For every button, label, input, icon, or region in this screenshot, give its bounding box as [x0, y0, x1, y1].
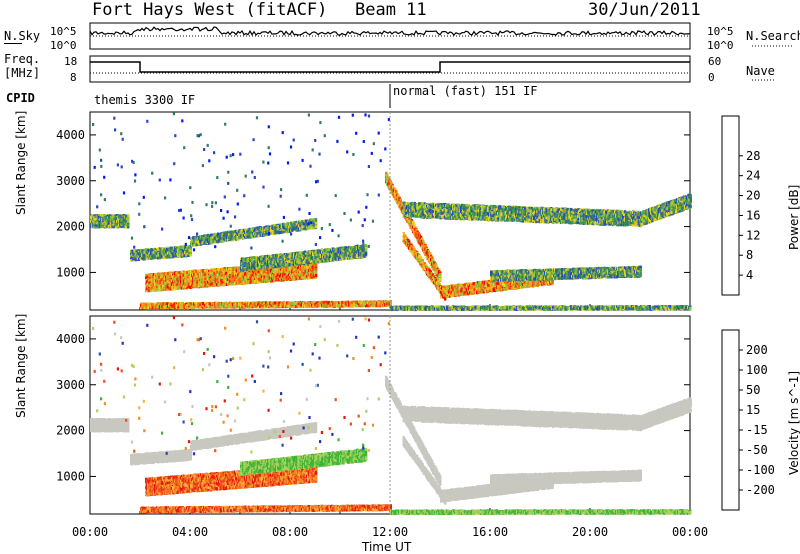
velocity-ytick-label-4000: 4000: [56, 332, 85, 346]
velocity-cb-label-6: -100: [746, 463, 775, 477]
range-time-plot: 4 8 12 16 20 24 28 200 100 50 15 -15 -50 -100 -200 1000…: [0, 0, 800, 554]
velocity-colorbar-frame: [722, 330, 739, 510]
velocity-ytick-label-2000: 2000: [56, 424, 85, 438]
velocity-cb-label-0: 200: [746, 343, 768, 357]
velocity-cb-label-2: 50: [746, 383, 760, 397]
power-colorbar-frame: [722, 116, 739, 295]
freq-trace: [90, 62, 690, 72]
velocity-cb-label-7: -200: [746, 483, 775, 497]
velocity-ytick-label-3000: 3000: [56, 378, 85, 392]
power-cb-label-28: 28: [746, 149, 760, 163]
power-cb-label-8: 8: [746, 248, 753, 262]
power-cb-label-12: 12: [746, 228, 760, 242]
power-ytick-label-4000: 4000: [56, 128, 85, 142]
power-ytick-label-1000: 1000: [56, 265, 85, 279]
velocity-cb-label-5: -50: [746, 443, 768, 457]
xtick-label-5: 20:00: [572, 525, 608, 539]
xtick-label-3: 12:00: [372, 525, 408, 539]
power-cb-label-24: 24: [746, 169, 760, 183]
xtick-label-4: 16:00: [472, 525, 508, 539]
power-cb-label-20: 20: [746, 189, 760, 203]
velocity-cb-label-3: 15: [746, 403, 760, 417]
power-cb-label-4: 4: [746, 268, 753, 282]
velocity-cb-label-1: 100: [746, 363, 768, 377]
noise-trace: [90, 27, 690, 35]
velocity-ytick-label-1000: 1000: [56, 469, 85, 483]
xtick-label-1: 04:00: [172, 525, 208, 539]
freq-panel-frame: [90, 56, 690, 82]
xtick-label-2: 08:00: [272, 525, 308, 539]
power-ytick-label-3000: 3000: [56, 174, 85, 188]
xtick-label-0: 00:00: [72, 525, 108, 539]
power-ytick-label-2000: 2000: [56, 220, 85, 234]
power-cb-label-16: 16: [746, 208, 760, 222]
xtick-label-6: 00:00: [672, 525, 708, 539]
velocity-cb-label-4: -15: [746, 423, 768, 437]
